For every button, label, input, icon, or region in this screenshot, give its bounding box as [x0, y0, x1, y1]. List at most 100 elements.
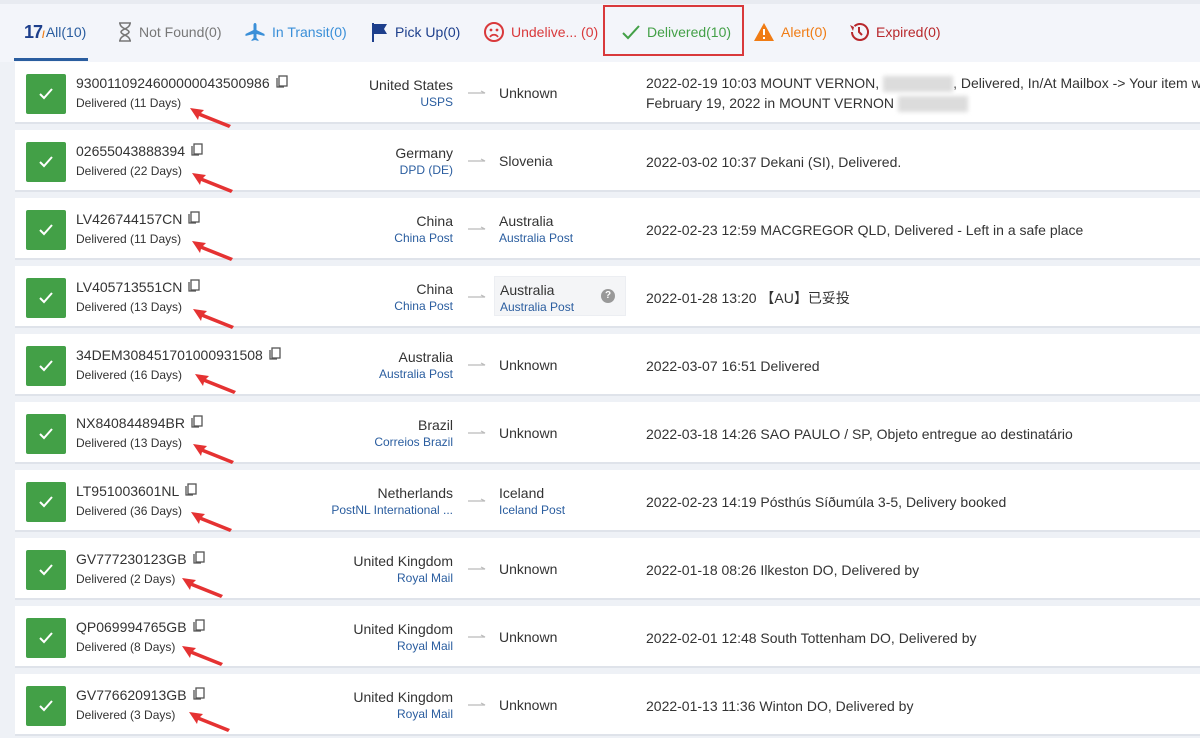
- origin-carrier[interactable]: Royal Mail: [396, 639, 453, 653]
- tracking-number[interactable]: NX840844894BR: [76, 415, 185, 431]
- destination: Unknown: [494, 628, 626, 668]
- delivery-status: Delivered (16 Days): [76, 368, 183, 382]
- tracking-number[interactable]: LV426744157CN: [76, 211, 183, 227]
- tab-label: All(10): [45, 24, 87, 40]
- origin-carrier[interactable]: PostNL International ...: [331, 503, 453, 517]
- latest-event: 2022-02-23 12:59 MACGREGOR QLD, Delivere…: [646, 222, 1084, 238]
- route-arrow-icon: [468, 702, 486, 706]
- tab-undelive[interactable]: Undelive... (0): [483, 12, 598, 52]
- delivered-status-icon: [26, 278, 66, 318]
- tracking-number[interactable]: 34DEM308451701000931508: [76, 347, 263, 363]
- route-arrow-icon: [468, 566, 486, 570]
- shipment-row[interactable]: GV777230123GB Delivered (2 Days) United Ki…: [15, 538, 1200, 600]
- latest-event: 2022-02-19 10:03 MOUNT VERNON, , Deliver…: [646, 75, 1200, 113]
- tracking-number[interactable]: LT951003601NL: [76, 483, 180, 499]
- destination-country: Unknown: [499, 85, 558, 101]
- check-icon: [621, 23, 641, 41]
- delivered-status-icon: [26, 482, 66, 522]
- delivered-status-icon: [26, 74, 66, 114]
- tab-delivered[interactable]: Delivered(10): [621, 12, 731, 52]
- tracking-number[interactable]: LV405713551CN: [76, 279, 183, 295]
- tab-label: In Transit(0): [272, 24, 347, 40]
- latest-event: 2022-03-07 16:51 Delivered: [646, 358, 820, 374]
- delivery-status: Delivered (2 Days): [76, 572, 176, 586]
- origin: Germany DPD (DE): [395, 144, 453, 178]
- status-tabs: [0, 0, 1200, 62]
- copy-icon[interactable]: [192, 551, 205, 567]
- shipment-row[interactable]: 34DEM308451701000931508 Delivered (16 Day…: [15, 334, 1200, 396]
- origin-country: United Kingdom: [353, 621, 453, 637]
- tracking-number[interactable]: 9300110924600000043500986: [76, 75, 270, 91]
- latest-event: 2022-03-18 14:26 SAO PAULO / SP, Objeto …: [646, 426, 1073, 442]
- copy-icon[interactable]: [191, 415, 203, 431]
- tab-pickup[interactable]: Pick Up(0): [371, 12, 460, 52]
- shipment-row[interactable]: QP069994765GB Delivered (8 Days) United Ki…: [15, 606, 1200, 668]
- destination: Australia Australia Post: [494, 212, 626, 252]
- origin-carrier[interactable]: China Post: [394, 299, 453, 313]
- destination-country: Iceland: [499, 485, 545, 501]
- shipment-row[interactable]: LT951003601NL Delivered (36 Days) Netherla…: [15, 470, 1200, 532]
- destination-country: Unknown: [499, 425, 558, 441]
- origin-carrier[interactable]: DPD (DE): [399, 163, 453, 177]
- shipment-row[interactable]: 9300110924600000043500986 Delivered (11 D…: [15, 62, 1200, 124]
- tab-expired[interactable]: Expired(0): [848, 12, 941, 52]
- copy-icon[interactable]: [192, 687, 205, 703]
- route-arrow-icon: [468, 430, 486, 434]
- origin: China China Post: [394, 280, 453, 314]
- copy-icon[interactable]: [269, 347, 281, 363]
- origin-carrier[interactable]: Royal Mail: [396, 707, 453, 721]
- destination: Unknown: [494, 84, 626, 124]
- origin: United States USPS: [369, 76, 453, 110]
- shipment-row[interactable]: NX840844894BR Delivered (13 Days) Brazil Co…: [15, 402, 1200, 464]
- origin: United Kingdom Royal Mail: [353, 620, 453, 654]
- destination-carrier[interactable]: Iceland Post: [499, 503, 566, 517]
- sad-face-icon: [483, 21, 505, 43]
- tab-all[interactable]: 17/All(10): [24, 12, 86, 52]
- shipment-row[interactable]: LV405713551CN Delivered (13 Days) China Chi…: [15, 266, 1200, 328]
- warning-icon: [753, 22, 775, 42]
- tracking-number[interactable]: GV776620913GB: [76, 687, 187, 703]
- delivered-status-icon: [26, 210, 66, 250]
- destination-carrier[interactable]: Australia Post: [499, 231, 574, 245]
- origin-carrier[interactable]: USPS: [420, 95, 453, 109]
- shipment-row[interactable]: 02655043888394 Delivered (22 Days) Germany…: [15, 130, 1200, 192]
- delivery-status: Delivered (13 Days): [76, 436, 183, 450]
- copy-icon[interactable]: [188, 211, 201, 227]
- origin-carrier[interactable]: China Post: [394, 231, 453, 245]
- tab-notfound[interactable]: Not Found(0): [117, 12, 221, 52]
- destination-country: Unknown: [499, 357, 558, 373]
- origin-country: Germany: [395, 145, 453, 161]
- origin-country: United Kingdom: [353, 553, 453, 569]
- route-arrow-icon: [468, 362, 486, 366]
- destination-carrier[interactable]: Australia Post: [500, 300, 575, 314]
- latest-event: 2022-01-28 13:20 【AU】已妥投: [646, 290, 850, 306]
- tracking-number[interactable]: 02655043888394: [76, 143, 186, 159]
- redacted-area: [883, 76, 954, 93]
- destination: Unknown: [494, 424, 626, 464]
- shipment-row[interactable]: LV426744157CN Delivered (11 Days) China Chi…: [15, 198, 1200, 260]
- origin-carrier[interactable]: Australia Post: [378, 367, 453, 381]
- delivery-status: Delivered (36 Days): [76, 504, 183, 518]
- delivery-status: Delivered (8 Days): [76, 640, 176, 654]
- copy-icon[interactable]: [191, 143, 203, 159]
- route-arrow-icon: [468, 158, 486, 162]
- tab-intransit[interactable]: In Transit(0): [244, 12, 347, 52]
- copy-icon[interactable]: [275, 75, 288, 91]
- copy-icon[interactable]: [185, 483, 197, 499]
- copy-icon[interactable]: [188, 279, 201, 295]
- history-icon: [848, 21, 870, 43]
- tab-label: Alert(0): [781, 24, 827, 40]
- flag-icon: [371, 22, 389, 42]
- hourglass-icon: [117, 22, 133, 42]
- tab-label: Expired(0): [876, 24, 941, 40]
- copy-icon[interactable]: [192, 619, 205, 635]
- tracking-number[interactable]: QP069994765GB: [76, 619, 187, 635]
- origin-carrier[interactable]: Royal Mail: [396, 571, 453, 585]
- tracking-number[interactable]: GV777230123GB: [76, 551, 187, 567]
- delivery-status: Delivered (3 Days): [76, 708, 176, 722]
- delivered-status-icon: [26, 414, 66, 454]
- help-icon[interactable]: ?: [601, 289, 615, 303]
- shipment-row[interactable]: GV776620913GB Delivered (3 Days) United Ki…: [15, 674, 1200, 736]
- tab-alert[interactable]: Alert(0): [753, 12, 827, 52]
- origin-carrier[interactable]: Correios Brazil: [374, 435, 453, 449]
